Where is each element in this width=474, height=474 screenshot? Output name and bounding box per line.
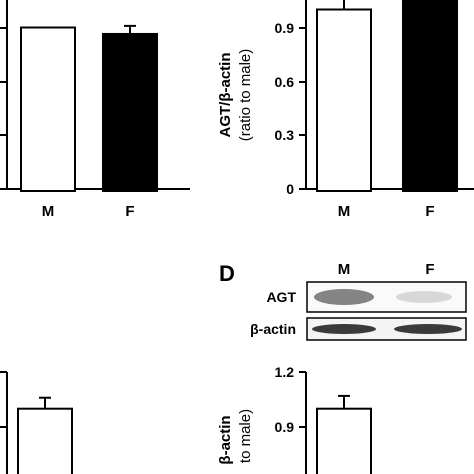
tr-tick-label: 0 xyxy=(286,181,294,197)
tl-cat-label-f: F xyxy=(125,203,134,220)
tr-bar-f xyxy=(402,0,458,192)
blot-agt-band-m xyxy=(314,289,374,305)
d-ylabel: β-actin xyxy=(217,415,234,464)
tr-ylabel: AGT/β-actin xyxy=(217,53,234,138)
panel-top-right: 0.9 0.6 0.3 0 AGT/β-actin (ratio to male… xyxy=(217,0,474,220)
tr-tick-label: 0.9 xyxy=(275,20,295,36)
tl-bar-f xyxy=(102,32,158,192)
blot-actin-band-m xyxy=(312,324,376,334)
tr-cat-label-m: M xyxy=(338,203,351,220)
tr-tick-label: 0.6 xyxy=(275,74,295,90)
d-tick-label: 0.9 xyxy=(275,419,295,435)
tr-bars xyxy=(316,0,458,192)
panel-d: D M F AGT β-actin 1.2 0.9 β-actin to mal… xyxy=(217,261,467,474)
panel-d-letter: D xyxy=(219,261,235,286)
panel-top-left: M F xyxy=(0,0,190,220)
tl-bar-m xyxy=(20,26,76,192)
tr-cat-label-f: F xyxy=(425,203,434,220)
tr-ylabel-sub: (ratio to male) xyxy=(237,49,254,142)
tr-tick-label: 0.3 xyxy=(275,127,295,143)
tl-cat-label-m: M xyxy=(42,203,55,220)
tr-bar-m xyxy=(316,8,372,192)
tl-bars xyxy=(20,24,158,192)
bl-bars xyxy=(17,396,73,474)
blot-agt-band-f xyxy=(396,291,452,303)
blot-actin-band-f xyxy=(394,324,462,334)
d-tick-label: 1.2 xyxy=(275,364,295,380)
blot-actin-frame xyxy=(306,317,467,341)
d-bars xyxy=(316,394,372,474)
d-ylabel-sub: to male) xyxy=(237,409,254,463)
bl-bar-m xyxy=(17,407,73,474)
blot-label-actin: β-actin xyxy=(250,321,296,337)
lane-label-m: M xyxy=(338,261,351,278)
panel-bottom-left xyxy=(0,371,73,474)
d-bar-m xyxy=(316,407,372,474)
blot-label-agt: AGT xyxy=(266,289,296,305)
lane-label-f: F xyxy=(425,261,434,278)
